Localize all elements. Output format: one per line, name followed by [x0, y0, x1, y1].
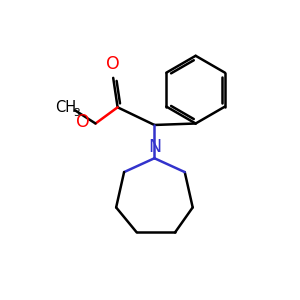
Text: CH: CH — [56, 100, 76, 115]
Text: N: N — [148, 139, 161, 157]
Text: O: O — [106, 55, 120, 73]
Text: O: O — [76, 113, 90, 131]
Text: 3: 3 — [73, 108, 80, 118]
